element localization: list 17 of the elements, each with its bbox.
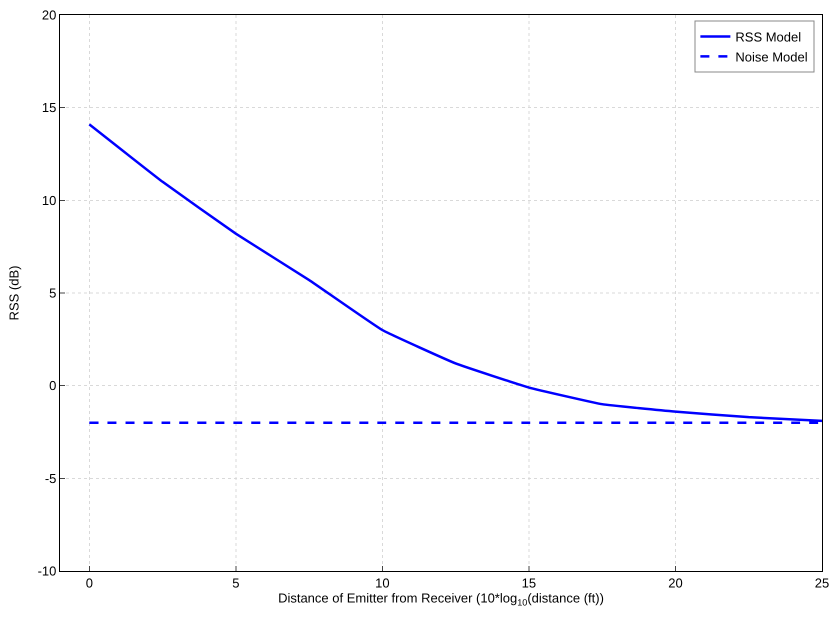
x-axis-title: Distance of Emitter from Receiver (10*log$_{10}$(distance (ft)) bbox=[278, 590, 604, 608]
y-axis-title: RSS (dB) bbox=[6, 266, 22, 320]
y-tick-label: 15 bbox=[42, 100, 56, 116]
x-tick-label: 0 bbox=[86, 576, 93, 591]
legend-label: Noise Model bbox=[735, 49, 808, 64]
x-tick-label: 20 bbox=[668, 576, 683, 591]
x-tick-label: 15 bbox=[522, 576, 536, 591]
x-tick-label: 10 bbox=[375, 576, 390, 591]
y-tick-label: 5 bbox=[49, 286, 56, 301]
x-tick-label: 25 bbox=[814, 576, 830, 591]
y-tick-label: 10 bbox=[42, 192, 56, 208]
y-tick-label: -10 bbox=[38, 564, 56, 579]
y-tick-label: -5 bbox=[44, 470, 56, 486]
legend-label: RSS Model bbox=[735, 30, 802, 45]
y-tick-label: 20 bbox=[42, 8, 56, 23]
y-tick-label: 0 bbox=[49, 378, 56, 394]
x-tick-label: 5 bbox=[232, 576, 240, 591]
